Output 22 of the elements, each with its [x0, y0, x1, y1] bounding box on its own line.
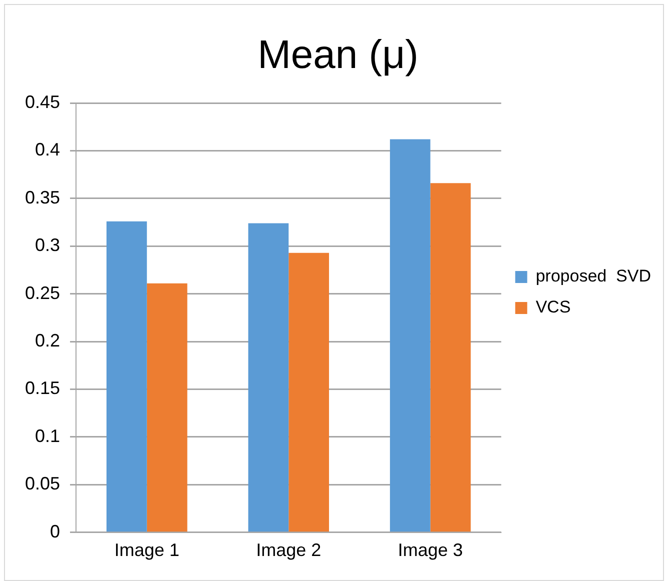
y-tick-label: 0.15 [24, 378, 60, 398]
y-tick-label: 0.25 [24, 282, 60, 303]
x-tick-label: Image 3 [398, 540, 463, 560]
y-tick-label: 0.35 [24, 187, 60, 208]
bar [146, 283, 188, 532]
bar [248, 223, 289, 532]
legend-label: proposed SVD [536, 266, 652, 286]
y-tick-label: 0.4 [35, 140, 60, 160]
y-tick-label: 0.05 [24, 474, 60, 494]
bar [106, 221, 147, 532]
bar [288, 252, 330, 532]
y-tick-label: 0.2 [35, 330, 60, 351]
y-tick-label: 0.45 [24, 92, 60, 112]
y-tick-label: 0.3 [35, 235, 60, 256]
x-tick-label: Image 1 [114, 540, 180, 560]
y-tick-label: 0 [50, 521, 60, 542]
legend-label: VCS [536, 298, 571, 317]
bar [430, 183, 471, 532]
bar [390, 139, 430, 532]
x-tick-label: Image 2 [256, 540, 322, 560]
chart-title: Mean (μ) [258, 33, 418, 78]
y-tick-label: 0.1 [35, 426, 60, 446]
